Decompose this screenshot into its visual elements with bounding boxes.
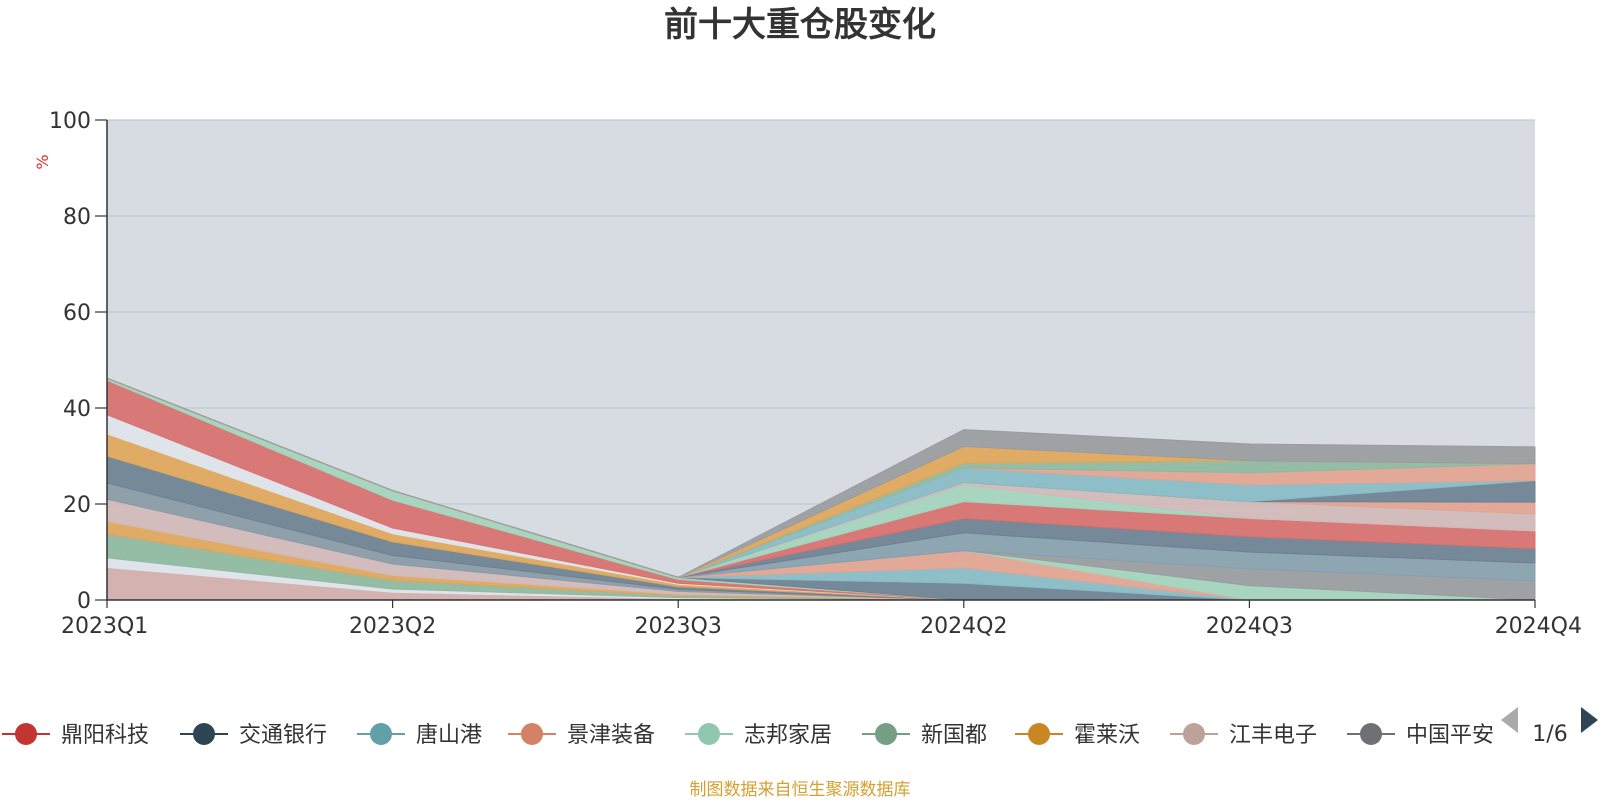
x-tick-label: 2024Q3 bbox=[1206, 614, 1293, 639]
legend-item[interactable]: 霍莱沃 bbox=[1015, 723, 1140, 748]
x-tick-label: 2023Q2 bbox=[349, 614, 436, 639]
legend-prev-icon[interactable] bbox=[1501, 707, 1518, 733]
legend-marker-icon bbox=[1028, 723, 1050, 745]
legend-pager: 1/6 bbox=[1501, 707, 1598, 747]
legend-item[interactable]: 新国都 bbox=[862, 723, 987, 748]
legend-marker-icon bbox=[193, 723, 215, 745]
y-axis-label: % bbox=[33, 154, 52, 169]
legend-label: 霍莱沃 bbox=[1074, 723, 1140, 748]
legend-label: 江丰电子 bbox=[1229, 723, 1317, 748]
x-tick-label: 2024Q2 bbox=[920, 614, 1007, 639]
legend-label: 志邦家居 bbox=[744, 723, 832, 748]
legend-item[interactable]: 唐山港 bbox=[357, 723, 482, 748]
legend-item[interactable]: 交通银行 bbox=[180, 723, 327, 748]
legend-page-indicator: 1/6 bbox=[1532, 722, 1567, 747]
legend-marker-icon bbox=[370, 723, 392, 745]
y-tick-label: 0 bbox=[77, 589, 91, 614]
source-note: 制图数据来自恒生聚源数据库 bbox=[690, 780, 911, 800]
legend-item[interactable]: 志邦家居 bbox=[685, 723, 832, 748]
x-tick-label: 2024Q4 bbox=[1495, 614, 1582, 639]
legend: 鼎阳科技 交通银行 唐山港 景津装备 志邦家居 新国都 霍莱沃 江丰电子 中国平安 bbox=[2, 723, 1494, 748]
legend-marker-icon bbox=[521, 723, 543, 745]
y-tick-label: 100 bbox=[49, 109, 91, 134]
legend-item[interactable]: 江丰电子 bbox=[1170, 723, 1317, 748]
legend-label: 唐山港 bbox=[416, 723, 482, 748]
y-tick-label: 60 bbox=[63, 301, 91, 326]
legend-item[interactable]: 景津装备 bbox=[508, 723, 655, 748]
y-tick-label: 40 bbox=[63, 397, 91, 422]
legend-label: 鼎阳科技 bbox=[61, 723, 149, 748]
y-tick-label: 80 bbox=[63, 205, 91, 230]
legend-label: 新国都 bbox=[921, 723, 987, 748]
legend-item[interactable]: 鼎阳科技 bbox=[2, 723, 149, 748]
x-tick-label: 2023Q3 bbox=[635, 614, 722, 639]
legend-marker-icon bbox=[1360, 723, 1382, 745]
axes: 0 20 40 60 80 100 2023Q1 2023Q2 2023Q3 2024Q2 2024… bbox=[49, 109, 1582, 639]
legend-marker-icon bbox=[15, 723, 37, 745]
legend-marker-icon bbox=[875, 723, 897, 745]
area-band bbox=[106, 377, 1536, 578]
x-tick-label: 2023Q1 bbox=[61, 614, 148, 639]
chart-title: 前十大重仓股变化 bbox=[664, 5, 936, 45]
legend-marker-icon bbox=[698, 723, 720, 745]
legend-marker-icon bbox=[1183, 723, 1205, 745]
legend-next-icon[interactable] bbox=[1581, 707, 1598, 733]
y-tick-label: 20 bbox=[63, 493, 91, 518]
legend-label: 中国平安 bbox=[1406, 723, 1494, 748]
legend-item[interactable]: 中国平安 bbox=[1347, 723, 1494, 748]
legend-label: 交通银行 bbox=[239, 723, 327, 748]
legend-label: 景津装备 bbox=[567, 723, 655, 748]
